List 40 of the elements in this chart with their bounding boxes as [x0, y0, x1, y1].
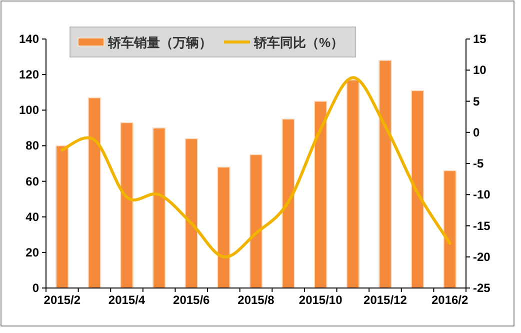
bar	[443, 170, 456, 288]
x-tick-label: 2015/6	[173, 293, 210, 307]
y-tick-label: 60	[26, 174, 40, 188]
bar	[217, 166, 230, 288]
x-tick-label: 2015/4	[108, 293, 146, 307]
x-tick-label: 2015/8	[238, 293, 275, 307]
y-tick-label: 40	[26, 210, 40, 224]
y2-tick-label: -5	[473, 156, 484, 170]
y-tick-label: 20	[26, 245, 40, 260]
y2-tick-label: 5	[473, 94, 480, 108]
bar	[249, 154, 263, 288]
bar	[56, 145, 69, 288]
y-tick-label: 100	[18, 103, 40, 118]
bar	[152, 127, 166, 288]
y2-tick-label: -15	[473, 218, 491, 233]
y2-tick-label: 15	[473, 32, 487, 46]
line-series	[60, 76, 452, 258]
legend-label: 轿车销量（万辆）	[107, 35, 212, 50]
y2-tick-label: -25	[473, 281, 491, 295]
bar	[378, 60, 392, 288]
y-tick-label: 0	[32, 281, 40, 295]
bar	[410, 90, 424, 288]
bar	[314, 100, 328, 288]
y-tick-label: 140	[18, 32, 40, 46]
x-tick-label: 2015/2	[44, 293, 81, 307]
x-tick-label: 2015/10	[298, 293, 343, 307]
y-tick-label: 80	[26, 138, 40, 153]
bar	[120, 122, 134, 288]
bar	[282, 118, 295, 288]
bar	[88, 97, 102, 288]
y2-tick-label: 0	[473, 125, 480, 140]
y2-tick-label: -20	[473, 250, 491, 264]
y2-tick-label: -10	[473, 188, 491, 202]
bar	[346, 79, 360, 288]
legend-label: 轿车同比（%）	[253, 35, 344, 50]
x-tick-label: 2015/12	[364, 293, 408, 307]
x-tick-label: 2016/2	[431, 293, 469, 307]
bar	[184, 138, 198, 288]
y-tick-label: 120	[18, 68, 40, 82]
y2-tick-label: 10	[473, 63, 487, 78]
